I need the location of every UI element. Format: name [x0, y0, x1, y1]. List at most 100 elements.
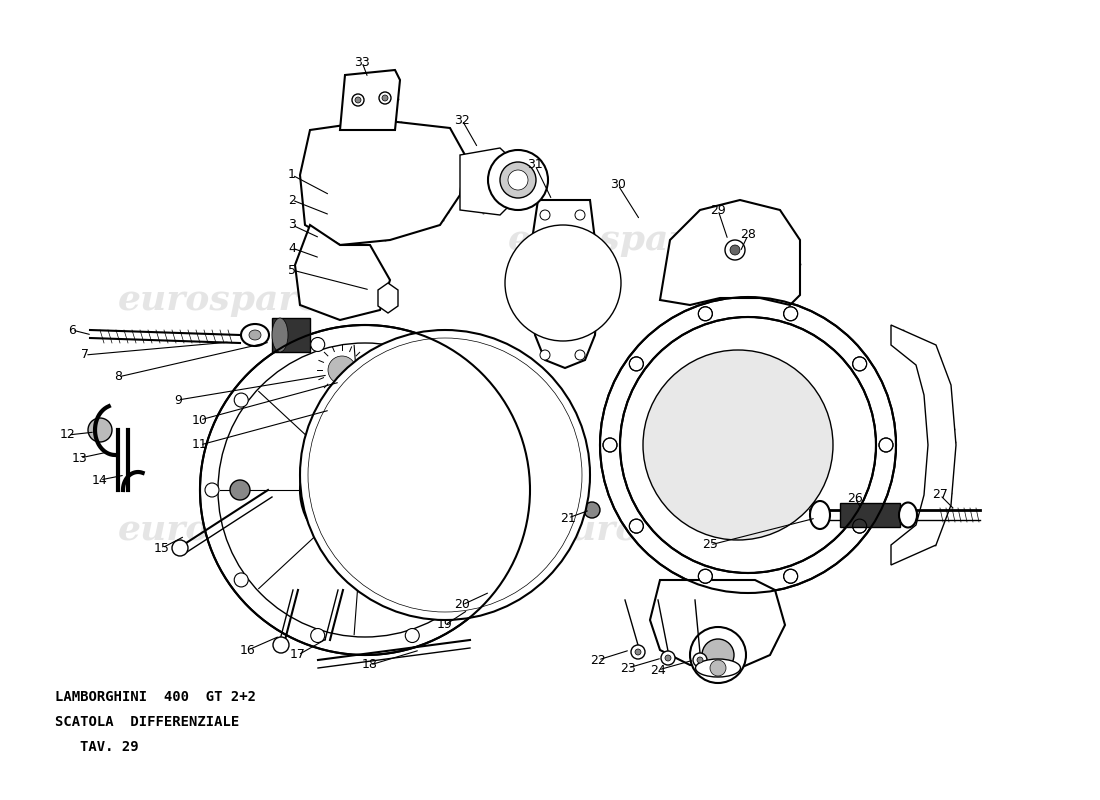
Point — [390, 143, 408, 156]
Point — [316, 462, 333, 475]
Point — [651, 454, 669, 466]
Point — [341, 454, 359, 467]
Point — [406, 214, 424, 226]
Point — [515, 462, 532, 475]
Point — [365, 481, 383, 494]
Point — [700, 319, 717, 332]
Point — [338, 166, 355, 178]
Point — [327, 154, 344, 167]
Point — [353, 212, 371, 225]
Point — [198, 510, 216, 523]
Point — [415, 444, 432, 457]
Point — [616, 395, 634, 408]
Point — [273, 478, 290, 491]
Point — [406, 204, 424, 217]
Point — [576, 194, 594, 207]
Point — [886, 545, 903, 558]
Circle shape — [730, 245, 740, 255]
Point — [490, 556, 507, 569]
Point — [661, 587, 679, 600]
Point — [416, 336, 433, 349]
Point — [674, 645, 692, 658]
Point — [366, 517, 384, 530]
Text: 31: 31 — [527, 158, 543, 171]
Point — [694, 553, 712, 566]
Point — [760, 457, 778, 470]
Point — [403, 411, 420, 424]
Point — [395, 475, 412, 488]
Point — [272, 458, 289, 470]
Point — [698, 502, 716, 514]
Point — [946, 423, 964, 436]
Point — [337, 433, 354, 446]
Point — [782, 339, 800, 352]
Point — [433, 418, 451, 430]
Point — [902, 339, 920, 352]
Point — [371, 468, 388, 481]
Point — [924, 377, 942, 390]
Point — [504, 481, 521, 494]
Point — [377, 530, 395, 542]
Point — [341, 107, 359, 120]
Point — [304, 394, 321, 406]
Point — [910, 526, 927, 539]
Point — [799, 426, 816, 438]
Point — [810, 532, 827, 545]
Point — [339, 486, 356, 499]
Point — [756, 408, 773, 421]
Point — [212, 481, 230, 494]
Point — [217, 512, 234, 525]
Point — [934, 401, 952, 414]
Point — [314, 422, 331, 434]
Point — [654, 397, 672, 410]
Point — [431, 162, 449, 174]
Point — [349, 406, 366, 419]
Point — [761, 578, 779, 591]
Point — [230, 574, 248, 586]
Point — [671, 612, 689, 625]
Point — [398, 553, 416, 566]
Point — [394, 484, 411, 497]
Point — [497, 179, 515, 192]
Point — [679, 359, 696, 372]
Point — [328, 404, 345, 417]
Point — [297, 466, 315, 478]
Point — [685, 339, 703, 352]
Point — [373, 75, 390, 88]
Point — [443, 407, 461, 420]
Point — [275, 452, 293, 465]
Text: 29: 29 — [711, 203, 726, 217]
Point — [299, 627, 317, 640]
Point — [409, 502, 427, 514]
Point — [387, 509, 405, 522]
Point — [320, 212, 338, 225]
Point — [813, 551, 830, 564]
Point — [623, 489, 640, 502]
Point — [207, 502, 224, 515]
Point — [766, 589, 783, 602]
Point — [348, 406, 365, 419]
Point — [397, 546, 415, 559]
Point — [678, 406, 695, 419]
Point — [349, 525, 366, 538]
Point — [733, 324, 750, 337]
Point — [358, 515, 375, 528]
Point — [352, 305, 370, 318]
Point — [685, 215, 703, 228]
Point — [668, 495, 685, 508]
Point — [829, 502, 847, 515]
Point — [644, 461, 661, 474]
Point — [785, 378, 803, 391]
Point — [322, 395, 340, 408]
Point — [815, 362, 833, 375]
Point — [321, 530, 339, 542]
Point — [626, 362, 644, 374]
Point — [365, 110, 383, 122]
Point — [865, 388, 882, 401]
Point — [852, 482, 870, 495]
Point — [412, 564, 430, 577]
Point — [838, 376, 856, 389]
Point — [488, 504, 506, 517]
Point — [656, 631, 673, 644]
Point — [310, 189, 328, 202]
